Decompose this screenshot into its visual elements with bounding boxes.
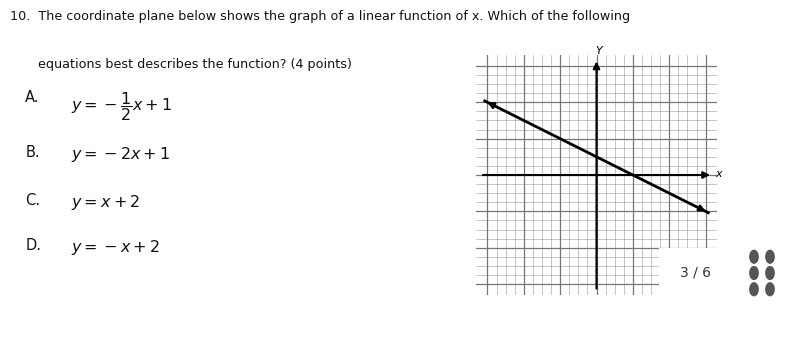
Text: 3 / 6: 3 / 6 [679, 266, 710, 280]
Text: B.: B. [26, 145, 40, 160]
Circle shape [766, 283, 774, 296]
FancyBboxPatch shape [652, 246, 738, 300]
Text: Y: Y [595, 46, 602, 56]
Circle shape [766, 250, 774, 263]
Text: $y = -\dfrac{1}{2}x + 1$: $y = -\dfrac{1}{2}x + 1$ [71, 90, 173, 123]
Text: $y = -2x + 1$: $y = -2x + 1$ [71, 145, 170, 164]
Text: D.: D. [26, 238, 42, 253]
Circle shape [750, 283, 758, 296]
Text: A.: A. [26, 90, 40, 105]
Circle shape [766, 266, 774, 279]
Circle shape [750, 250, 758, 263]
Text: C.: C. [26, 193, 40, 208]
Text: $y = -x + 2$: $y = -x + 2$ [71, 238, 160, 257]
Circle shape [750, 266, 758, 279]
Text: 10.  The coordinate plane below shows the graph of a linear function of x. Which: 10. The coordinate plane below shows the… [10, 10, 630, 23]
Text: $y = x + 2$: $y = x + 2$ [71, 193, 141, 212]
Text: equations best describes the function? (4 points): equations best describes the function? (… [10, 58, 352, 71]
Text: x: x [715, 169, 722, 179]
